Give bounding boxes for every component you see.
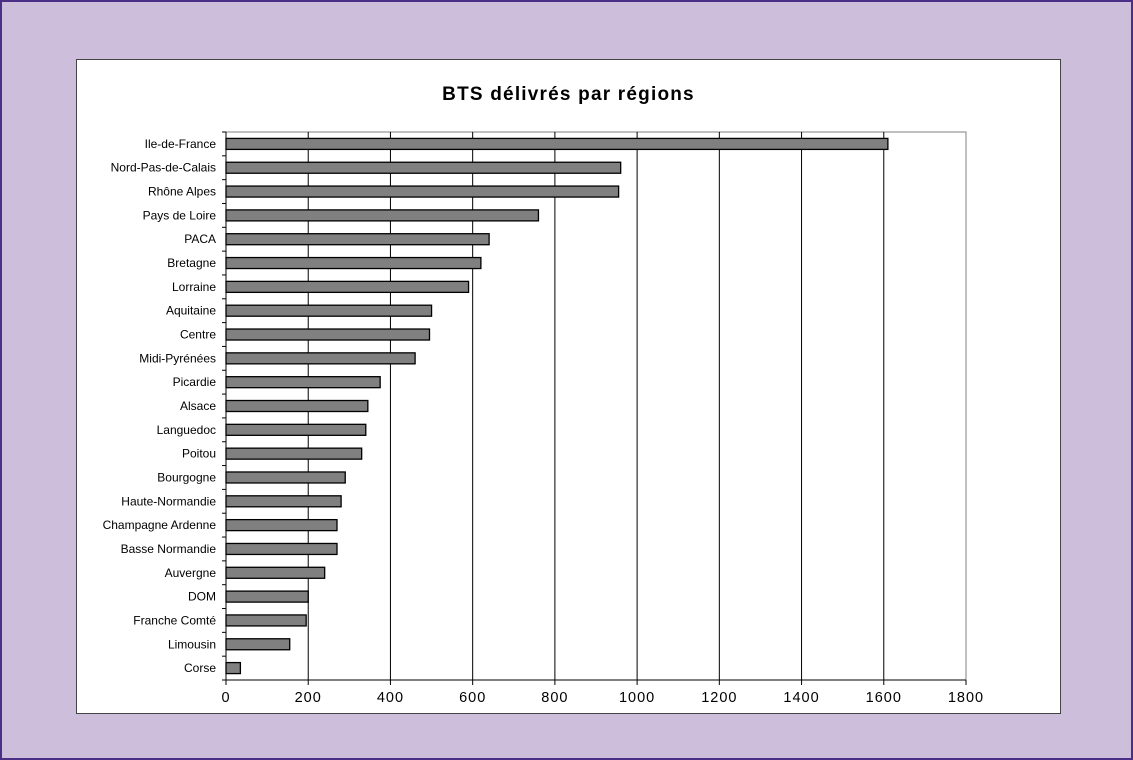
- bar: [225, 590, 309, 603]
- category-label: Poitou: [182, 447, 216, 461]
- bar: [225, 328, 431, 341]
- category-label: Limousin: [168, 637, 216, 651]
- category-label: Alsace: [180, 399, 216, 413]
- bar: [225, 423, 367, 436]
- bar: [225, 661, 242, 675]
- category-label: Auvergne: [165, 566, 217, 580]
- bar: [225, 376, 381, 389]
- category-label: Haute-Normandie: [121, 494, 216, 508]
- bar-chart: Ile-de-France Nord-Pas-de-Calais Rhône Alp…: [103, 131, 984, 706]
- bar: [225, 638, 291, 651]
- bar: [225, 209, 540, 222]
- category-label: Rhône Alpes: [148, 185, 216, 199]
- bar: [225, 137, 889, 151]
- category-label: Centre: [180, 328, 216, 342]
- x-tick-label: 1800: [948, 690, 984, 706]
- bar: [225, 280, 470, 294]
- x-tick-label: 1200: [701, 690, 737, 706]
- category-label: Lorraine: [172, 280, 216, 294]
- category-label: DOM: [188, 590, 216, 604]
- bar: [225, 614, 307, 627]
- bar: [225, 447, 363, 460]
- bar: [225, 399, 369, 413]
- bar: [225, 542, 338, 556]
- category-label: Champagne Ardenne: [103, 518, 217, 532]
- bar: [225, 518, 338, 532]
- x-tick-label: 400: [377, 690, 404, 706]
- x-tick-label: 1400: [783, 690, 819, 706]
- category-label: Bourgogne: [157, 470, 216, 484]
- x-tick-label: 1000: [619, 690, 655, 706]
- bar: [225, 304, 433, 317]
- bar: [225, 352, 416, 365]
- x-tick-label: 1600: [866, 690, 902, 706]
- x-tick-label: 0: [221, 690, 230, 706]
- category-label: Franche Comté: [133, 613, 216, 627]
- bar: [225, 233, 490, 246]
- category-label: Ile-de-France: [145, 137, 217, 151]
- bar: [225, 161, 622, 174]
- category-label: Picardie: [173, 375, 217, 389]
- category-label: PACA: [184, 232, 216, 246]
- category-label: Languedoc: [157, 423, 216, 437]
- category-label: Basse Normandie: [121, 542, 217, 556]
- bar: [225, 566, 326, 579]
- category-label: Pays de Loire: [143, 208, 217, 222]
- category-label: Nord-Pas-de-Calais: [111, 161, 216, 175]
- bar: [225, 495, 342, 508]
- x-tick-label: 200: [295, 690, 322, 706]
- x-tick-label: 600: [459, 690, 486, 706]
- chart-panel: BTS délivrés par régions Ile-de-France No…: [76, 59, 1061, 714]
- bar: [225, 471, 346, 484]
- x-tick-label: 800: [541, 690, 568, 706]
- category-label: Corse: [184, 661, 216, 675]
- bar: [225, 185, 620, 198]
- chart-title: BTS délivrés par régions: [442, 84, 695, 105]
- bar: [225, 256, 482, 270]
- category-label: Bretagne: [167, 256, 216, 270]
- category-label: Midi-Pyrénées: [139, 351, 216, 365]
- category-label: Aquitaine: [166, 304, 216, 318]
